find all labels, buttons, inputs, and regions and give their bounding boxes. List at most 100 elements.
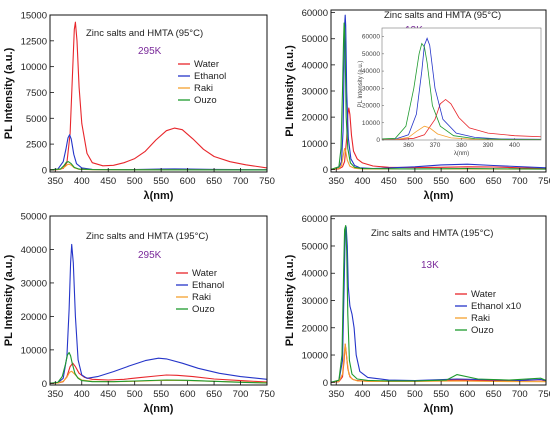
temperature-annotation: 13K	[421, 260, 439, 271]
y-tick-label: 30000	[302, 296, 328, 307]
x-axis-label: λ(nm)	[144, 190, 174, 202]
chart-panel-1: 350 400 450 500 550 600 650 700 7500250050007500…	[3, 11, 275, 203]
series-line-ethanol	[49, 243, 268, 384]
inset-series-line-ethanol	[382, 37, 541, 140]
y-axis-label: PL Intensity (a.u.)	[284, 45, 296, 137]
y-tick-label: 12500	[21, 36, 47, 47]
legend-entry: Water	[194, 59, 219, 70]
x-tick-label: 650	[206, 389, 222, 400]
y-tick-label: 20000	[302, 113, 328, 124]
x-tick-label: 750	[259, 389, 275, 400]
legend-entry: Raki	[471, 313, 490, 324]
x-tick-label: 700	[233, 176, 249, 187]
inset-background	[382, 28, 541, 140]
inset-y-tick-label: 50000	[362, 51, 380, 58]
y-tick-label: 40000	[302, 60, 328, 71]
inset-x-tick-label: 380	[456, 142, 467, 149]
legend-entry: Ethanol	[194, 71, 226, 82]
series-line-raki	[49, 370, 268, 384]
legend-entry: Ouzo	[194, 95, 217, 106]
legend-entry: Raki	[192, 292, 211, 303]
legend-entry: Raki	[194, 83, 213, 94]
legend-entry: Ethanol	[192, 280, 224, 291]
y-tick-label: 50000	[21, 212, 47, 223]
inset-y-tick-label: 60000	[362, 34, 380, 41]
inset-y-tick-label: 40000	[362, 68, 380, 75]
x-tick-label: 500	[407, 389, 423, 400]
x-tick-label: 400	[355, 176, 371, 187]
y-tick-label: 0	[42, 165, 47, 176]
y-tick-label: 30000	[302, 87, 328, 98]
x-axis-label: λ(nm)	[424, 403, 454, 415]
series-line-water	[330, 343, 547, 383]
chart-panel-3: 350 400 450 500 550 600 650 700 750 0 10000 20000 30…	[3, 212, 275, 416]
inset-y-axis-label: PL Intensity (a.u.)	[358, 61, 364, 108]
series-line-ouzo	[330, 224, 547, 383]
x-tick-label: 350	[328, 389, 344, 400]
x-tick-label: 450	[381, 176, 397, 187]
inset-x-tick-label: 360	[403, 142, 414, 149]
x-tick-label: 550	[153, 389, 169, 400]
inset-plot-area	[382, 37, 541, 140]
inset-y-tick-label: 10000	[362, 120, 380, 127]
chart-panel-4: 350 400 450 500 550 600 650 700 750 0 10000 20000 30…	[284, 214, 550, 415]
x-tick-label: 350	[47, 389, 63, 400]
temperature-annotation: 295K	[138, 46, 162, 57]
series-line-ethanol	[49, 134, 268, 171]
y-tick-label: 20000	[21, 312, 47, 323]
x-axis-label: λ(nm)	[144, 403, 174, 415]
y-axis-label: PL Intensity (a.u.)	[3, 47, 15, 139]
x-tick-label: 550	[433, 176, 449, 187]
inset-x-tick-label: 400	[509, 142, 520, 149]
y-tick-label: 60000	[302, 214, 328, 225]
y-axis-label: PL Intensity (a.u.)	[284, 254, 296, 346]
legend-entry: Ethanol x10	[471, 301, 521, 312]
y-tick-label: 10000	[302, 351, 328, 362]
temperature-annotation: 295K	[138, 250, 162, 261]
y-tick-label: 60000	[302, 8, 328, 19]
y-tick-label: 10000	[302, 139, 328, 150]
legend-entry: Water	[471, 289, 496, 300]
inset-y-tick-label: 0	[376, 137, 380, 144]
y-tick-label: 10000	[21, 345, 47, 356]
chart-title: Zinc salts and HMTA (195°C)	[371, 228, 493, 239]
x-tick-label: 550	[433, 389, 449, 400]
chart-title: Zinc salts and HMTA (195°C)	[86, 231, 208, 242]
plot-frame	[49, 215, 268, 386]
inset-series-line-ouzo	[382, 42, 541, 140]
y-tick-label: 30000	[21, 278, 47, 289]
chart-panel-2: 350 400 450 500 550 600 650 700 750 0 10000 20000 30…	[284, 8, 550, 202]
y-tick-label: 0	[323, 165, 328, 176]
inset-series-line-raki	[382, 125, 541, 140]
series-line-ethanol	[330, 14, 547, 170]
x-tick-label: 700	[512, 389, 528, 400]
x-tick-label: 450	[100, 176, 116, 187]
chart-title: Zinc salts and HMTA (95°C)	[86, 28, 203, 39]
series-line-water	[49, 362, 268, 384]
inset-chart: 360 370 380 390 400 0 10000 20000 30000 40000 5000…	[358, 27, 542, 157]
chart-title: Zinc salts and HMTA (95°C)	[384, 10, 501, 21]
series-line-raki	[330, 343, 547, 383]
x-tick-label: 650	[206, 176, 222, 187]
inset-y-tick-label: 20000	[362, 103, 380, 110]
legend-entry: Ouzo	[192, 304, 215, 315]
series-line-water	[330, 107, 547, 170]
x-tick-label: 600	[459, 389, 475, 400]
x-tick-label: 550	[153, 176, 169, 187]
inset-x-tick-label: 390	[483, 142, 494, 149]
legend-entry: Water	[192, 268, 217, 279]
x-tick-label: 600	[459, 176, 475, 187]
x-tick-label: 700	[512, 176, 528, 187]
series-line-ouzo	[49, 351, 268, 384]
x-tick-label: 400	[355, 389, 371, 400]
x-tick-label: 450	[100, 389, 116, 400]
x-tick-label: 400	[74, 176, 90, 187]
y-tick-label: 40000	[302, 269, 328, 280]
x-tick-label: 650	[486, 176, 502, 187]
inset-x-axis-label: λ(nm)	[454, 151, 469, 157]
inset-x-tick-label: 370	[430, 142, 441, 149]
